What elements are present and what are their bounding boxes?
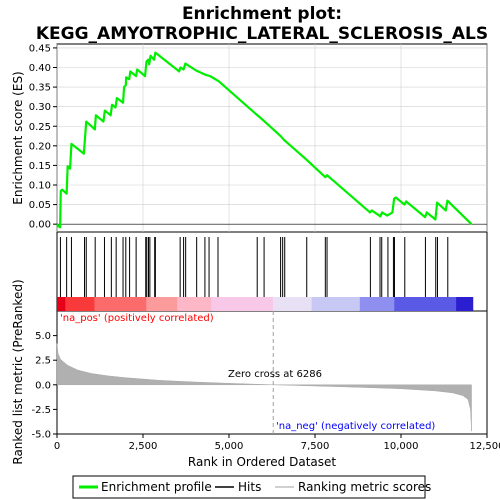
x-tick-label: 2,500 <box>129 441 158 452</box>
metric-y-axis-label: Ranked list metric (PreRanked) <box>11 279 25 464</box>
metric-y-tick-label: -2.5 <box>31 405 51 416</box>
es-y-tick-label: 0.30 <box>29 102 51 113</box>
es-gridlines <box>56 44 488 232</box>
legend-metric-label: Ranking metric scores <box>298 480 431 494</box>
colorbar-segment <box>65 297 95 311</box>
colorbar-segment <box>359 297 395 311</box>
x-axis-label: Rank in Ordered Dataset <box>188 455 336 469</box>
neg-correlated-label: 'na_neg' (negatively correlated) <box>276 421 435 432</box>
es-y-tick-label: 0.20 <box>29 141 51 152</box>
x-tick-label: 0 <box>54 441 60 452</box>
legend-enrichment-label: Enrichment profile <box>101 480 212 494</box>
x-axis: 0 2,500 5,000 7,500 10,000 12,500 <box>54 434 500 452</box>
metric-y-tick-label: 5.0 <box>35 331 51 342</box>
colorbar-segment <box>273 297 312 311</box>
rank-colorbar <box>57 297 474 311</box>
colorbar-segment <box>211 297 274 311</box>
x-tick-label: 12,500 <box>470 441 500 452</box>
x-tick-label: 10,000 <box>384 441 419 452</box>
es-y-tick-label: 0.40 <box>29 63 51 74</box>
colorbar-segment <box>94 297 147 311</box>
colorbar-segment <box>177 297 212 311</box>
es-panel-frame <box>56 43 488 233</box>
colorbar-segment <box>57 297 66 311</box>
es-y-tick-label: 0.00 <box>29 220 51 231</box>
legend-box <box>72 475 426 499</box>
colorbar-segment <box>311 297 360 311</box>
enrichment-profile-path <box>56 51 473 229</box>
chart-title-line-2: KEGG_AMYOTROPHIC_LATERAL_SCLEROSIS_ALS <box>36 24 488 44</box>
es-y-tick-label: 0.10 <box>29 181 51 192</box>
es-y-tick-label: 0.45 <box>29 43 51 54</box>
pos-correlated-label: 'na_pos' (positively correlated) <box>60 313 214 324</box>
es-y-tick-label: 0.35 <box>29 83 51 94</box>
x-tick-label: 7,500 <box>301 441 330 452</box>
es-y-tick-label: 0.25 <box>29 122 51 133</box>
zero-cross-label: Zero cross at 6286 <box>228 369 322 380</box>
es-y-tick-label: 0.05 <box>29 200 51 211</box>
metric-y-tick-label: 2.5 <box>35 356 51 367</box>
metric-panel-frame <box>56 310 488 435</box>
legend-hits-label: Hits <box>238 480 261 494</box>
metric-y-axis: -5.0 -2.5 0.0 2.5 5.0 <box>31 331 57 441</box>
metric-y-tick-label: -5.0 <box>31 430 51 441</box>
colorbar-segment <box>456 297 474 311</box>
es-y-axis: 0.00 0.05 0.10 0.15 0.20 0.25 0.30 0.35 0.40 0.45 <box>29 43 57 231</box>
hit-markers <box>59 237 449 297</box>
x-tick-label: 5,000 <box>215 441 244 452</box>
colorbar-segment <box>394 297 457 311</box>
es-y-axis-label: Enrichment score (ES) <box>11 71 25 204</box>
colorbar-segment <box>146 297 178 311</box>
es-y-tick-label: 0.15 <box>29 161 51 172</box>
metric-y-tick-label: 0.0 <box>35 380 51 391</box>
enrichment-profile-line <box>56 51 473 229</box>
chart-title-line-1: Enrichment plot: <box>182 4 342 24</box>
